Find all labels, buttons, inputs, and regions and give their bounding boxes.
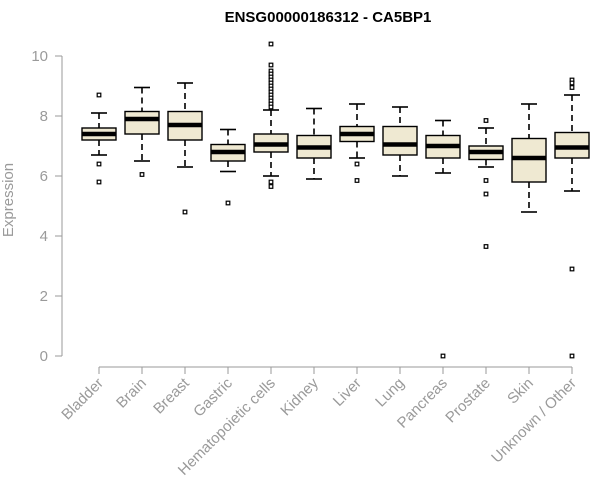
outlier-point xyxy=(182,209,188,215)
y-tick-label-0: 0 xyxy=(40,348,48,365)
x-tick-label: Lung xyxy=(372,375,408,411)
outlier-point xyxy=(96,161,102,167)
outlier-point xyxy=(268,104,274,110)
y-tick-label-6: 6 xyxy=(40,168,48,185)
outlier-point xyxy=(569,266,575,272)
outlier-point xyxy=(483,118,489,123)
outlier-point xyxy=(354,161,360,167)
outlier-point xyxy=(268,41,274,47)
outlier-point xyxy=(96,92,102,98)
chart-title: ENSG00000186312 - CA5BP1 xyxy=(225,9,432,26)
outlier-point xyxy=(569,353,575,359)
box-0 xyxy=(81,92,117,185)
outlier-point xyxy=(483,178,489,183)
y-tick-label-4: 4 xyxy=(40,228,48,245)
outlier-point xyxy=(440,353,446,359)
outlier-point xyxy=(354,178,360,183)
x-tick-label: Liver xyxy=(330,375,365,410)
box-6 xyxy=(339,103,375,183)
outlier-point xyxy=(569,85,575,90)
y-tick-label-2: 2 xyxy=(40,288,48,305)
box-11 xyxy=(554,77,590,359)
x-tick-label: Prostate xyxy=(442,375,494,427)
y-axis: 0 2 4 6 8 10 xyxy=(31,48,63,365)
outlier-point xyxy=(483,191,489,197)
box-2 xyxy=(167,82,203,215)
box-10 xyxy=(511,103,547,213)
y-axis-label: Expression xyxy=(0,163,17,237)
outlier-point xyxy=(268,62,274,68)
outlier-point xyxy=(225,200,231,206)
x-tick-label: Skin xyxy=(504,375,537,408)
outlier-point xyxy=(96,179,102,185)
box-7 xyxy=(382,106,418,177)
box-5 xyxy=(296,107,332,180)
y-tick-label-10: 10 xyxy=(31,48,48,65)
box-1 xyxy=(124,86,160,177)
box-4 xyxy=(253,41,289,189)
iqr-box xyxy=(382,125,418,156)
x-tick-label: Bladder xyxy=(58,375,107,424)
y-tick-label-8: 8 xyxy=(40,108,48,125)
box-8 xyxy=(425,119,461,359)
x-tick-label: Breast xyxy=(150,374,193,417)
outlier-point xyxy=(139,172,145,177)
box-9 xyxy=(468,118,504,249)
outlier-point xyxy=(483,244,489,249)
x-tick-label: Brain xyxy=(113,375,150,412)
outlier-point xyxy=(569,80,575,86)
outlier-point xyxy=(268,184,274,189)
x-tick-label: Kidney xyxy=(277,374,322,419)
box-3 xyxy=(210,128,246,206)
boxes-group xyxy=(81,41,590,359)
iqr-box xyxy=(124,110,160,135)
outlier-point xyxy=(268,179,274,185)
